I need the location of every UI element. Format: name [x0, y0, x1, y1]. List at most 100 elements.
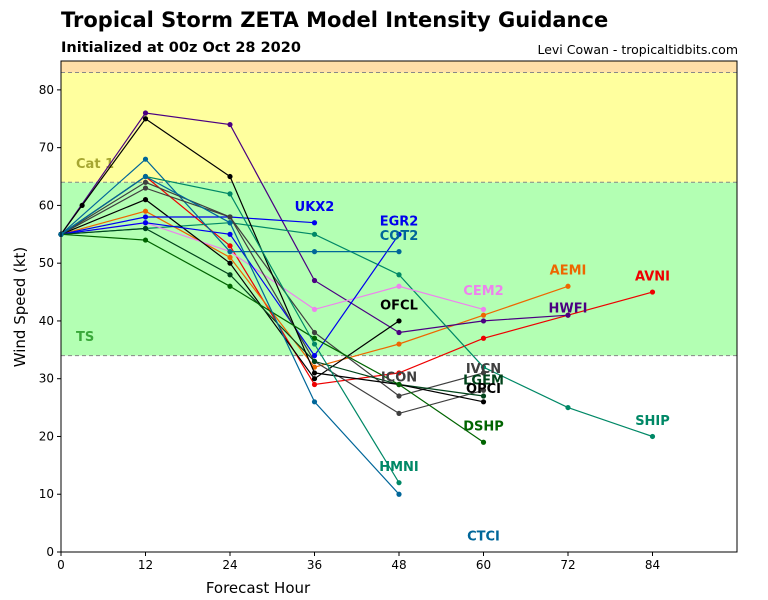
data-point — [142, 220, 149, 226]
data-point — [311, 399, 318, 405]
axes: 0 12 24 36 48 60 72 84 0 10 20 30 40 50 60 70 80 — [39, 60, 738, 572]
data-point — [480, 399, 487, 405]
data-point — [480, 335, 487, 341]
data-point — [311, 341, 318, 347]
data-point — [565, 312, 571, 318]
data-point — [311, 329, 318, 336]
series-line-ukx2 — [60, 216, 315, 235]
x-axis-label: Forecast Hour — [206, 579, 311, 597]
data-point — [79, 202, 85, 209]
series-label-ivcn: IVCN — [466, 362, 501, 377]
intensity-bands: TS Cat 1 — [61, 61, 737, 357]
data-point — [227, 191, 233, 197]
data-point — [311, 358, 318, 364]
data-point — [142, 116, 149, 122]
data-point — [565, 404, 571, 411]
data-point — [227, 260, 233, 266]
series-label-opci: OPCI — [466, 382, 501, 397]
data-point — [396, 272, 402, 278]
x-tick-label: 48 — [391, 558, 406, 572]
chart-title: Tropical Storm ZETA Model Intensity Guid… — [61, 8, 609, 32]
data-point — [142, 214, 149, 220]
data-point — [311, 353, 318, 359]
series-line-lgem — [60, 227, 484, 397]
data-point — [396, 410, 402, 416]
y-tick-label: 40 — [39, 314, 54, 328]
data-point — [480, 439, 487, 445]
data-point — [311, 381, 318, 388]
data-point — [142, 110, 149, 116]
data-point — [396, 370, 402, 376]
series-label-hwfi: HWFI — [549, 301, 588, 316]
data-point — [227, 283, 233, 289]
data-point — [142, 156, 149, 162]
data-point — [480, 393, 487, 399]
y-tick-label: 70 — [39, 141, 54, 155]
data-point — [480, 364, 487, 370]
band-0 — [61, 182, 737, 356]
data-point — [227, 254, 233, 260]
data-point — [311, 370, 318, 376]
series-label-cem2: CEM2 — [463, 284, 503, 299]
y-tick-label: 20 — [39, 429, 54, 443]
y-tick-label: 30 — [39, 372, 54, 386]
data-point — [649, 289, 656, 295]
x-tick-label: 24 — [222, 558, 237, 572]
series-label-avni: AVNI — [635, 270, 670, 285]
band-2 — [61, 61, 737, 73]
data-point — [227, 214, 233, 220]
data-point — [142, 225, 149, 232]
series-label-dshp: DSHP — [463, 420, 504, 435]
data-point — [142, 197, 149, 203]
data-point — [396, 381, 402, 388]
series-label-ofcl: OFCL — [380, 298, 418, 313]
data-point — [396, 341, 402, 347]
data-point — [565, 283, 571, 289]
data-point — [396, 249, 402, 255]
series-label-ukx2: UKX2 — [295, 200, 335, 215]
data-point — [396, 329, 402, 336]
data-point — [311, 376, 318, 382]
y-axis-label: Wind Speed (kt) — [11, 247, 29, 368]
band-1 — [61, 72, 737, 183]
data-point — [227, 220, 233, 226]
data-point — [142, 208, 149, 214]
x-tick-label: 72 — [560, 558, 575, 572]
band-label: TS — [76, 330, 94, 345]
data-point — [480, 387, 487, 393]
series-line-icon — [60, 187, 484, 415]
data-point — [480, 318, 487, 324]
data-point — [227, 249, 233, 255]
data-point — [396, 491, 402, 497]
data-point — [142, 173, 149, 180]
data-point — [142, 185, 149, 191]
data-point — [227, 231, 233, 237]
y-tick-label: 10 — [39, 487, 54, 501]
data-point — [480, 312, 487, 318]
y-tick-label: 0 — [46, 545, 54, 559]
y-tick-label: 80 — [39, 83, 54, 97]
data-point — [311, 220, 318, 226]
series-label-lgem: LGEM — [463, 373, 504, 388]
data-point — [142, 179, 149, 185]
data-point — [311, 231, 318, 237]
y-tick-label: 60 — [39, 198, 54, 212]
data-point — [311, 335, 318, 341]
y-tick-label: 50 — [39, 256, 54, 270]
data-point — [311, 277, 318, 284]
series-label-hmni: HMNI — [379, 460, 419, 475]
series-label-cot2: COT2 — [380, 229, 419, 244]
data-point — [227, 243, 233, 249]
chart-subtitle: Initialized at 00z Oct 28 2020 — [61, 40, 301, 56]
model-series — [58, 110, 656, 497]
data-point — [311, 306, 318, 312]
x-tick-label: 60 — [476, 558, 491, 572]
data-point — [649, 433, 656, 440]
series-label-aemi: AEMI — [550, 264, 587, 279]
data-point — [227, 121, 233, 128]
data-point — [142, 237, 149, 243]
series-label-ctci: CTCI — [467, 529, 500, 544]
data-point — [227, 173, 233, 180]
data-point — [480, 370, 487, 376]
